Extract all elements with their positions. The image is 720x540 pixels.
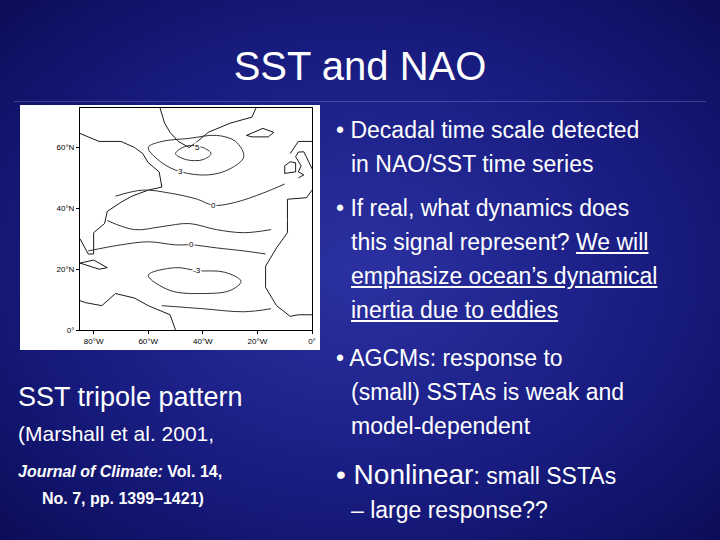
html-text:SST and NAO: SST and NAO: [233, 44, 487, 88]
html-text:– large response??: – large response??: [351, 497, 548, 523]
svg-text:0°: 0°: [308, 337, 316, 346]
html-text:in NAO/SST time series: in NAO/SST time series: [351, 151, 594, 177]
svg-text:80°W: 80°W: [84, 337, 104, 346]
html-text:• Nonlinear: small SSTAs: • Nonlinear: small SSTAs: [336, 459, 617, 490]
html-text:(Marshall et al. 2001,: (Marshall et al. 2001,: [18, 422, 215, 445]
html-text:Journal of Climate: Vol. 14,: Journal of Climate: Vol. 14,: [18, 463, 223, 480]
svg-text:40°N: 40°N: [57, 204, 75, 213]
html-text:this signal represent? We will: this signal represent? We will: [351, 229, 649, 255]
svg-text:20°W: 20°W: [248, 337, 268, 346]
svg-text:3: 3: [178, 167, 183, 176]
html-text:• AGCMs: response to: • AGCMs: response to: [336, 345, 563, 371]
svg-text:60°W: 60°W: [138, 337, 158, 346]
svg-text:0: 0: [211, 201, 216, 210]
html-text:SST tripole pattern: SST tripole pattern: [18, 382, 243, 412]
svg-text:60°N: 60°N: [57, 143, 75, 152]
svg-text:40°W: 40°W: [193, 337, 213, 346]
html-text:model-dependent: model-dependent: [351, 413, 530, 439]
svg-text:-3: -3: [193, 266, 201, 275]
svg-text:5: 5: [195, 143, 200, 152]
svg-text:20°N: 20°N: [57, 265, 75, 274]
html-text:• Decadal time scale detected: • Decadal time scale detected: [336, 117, 640, 143]
html-text:inertia due to eddies: inertia due to eddies: [351, 297, 559, 323]
svg-text:0: 0: [189, 240, 194, 249]
html-text:No. 7, pp. 1399–1421): No. 7, pp. 1399–1421): [42, 490, 204, 507]
svg-text:0°: 0°: [67, 326, 75, 335]
html-text:• If real, what dynamics does: • If real, what dynamics does: [336, 195, 630, 221]
html-text:emphasize ocean’s dynamical: emphasize ocean’s dynamical: [351, 263, 658, 289]
html-text:(small) SSTAs is weak and: (small) SSTAs is weak and: [351, 379, 625, 405]
